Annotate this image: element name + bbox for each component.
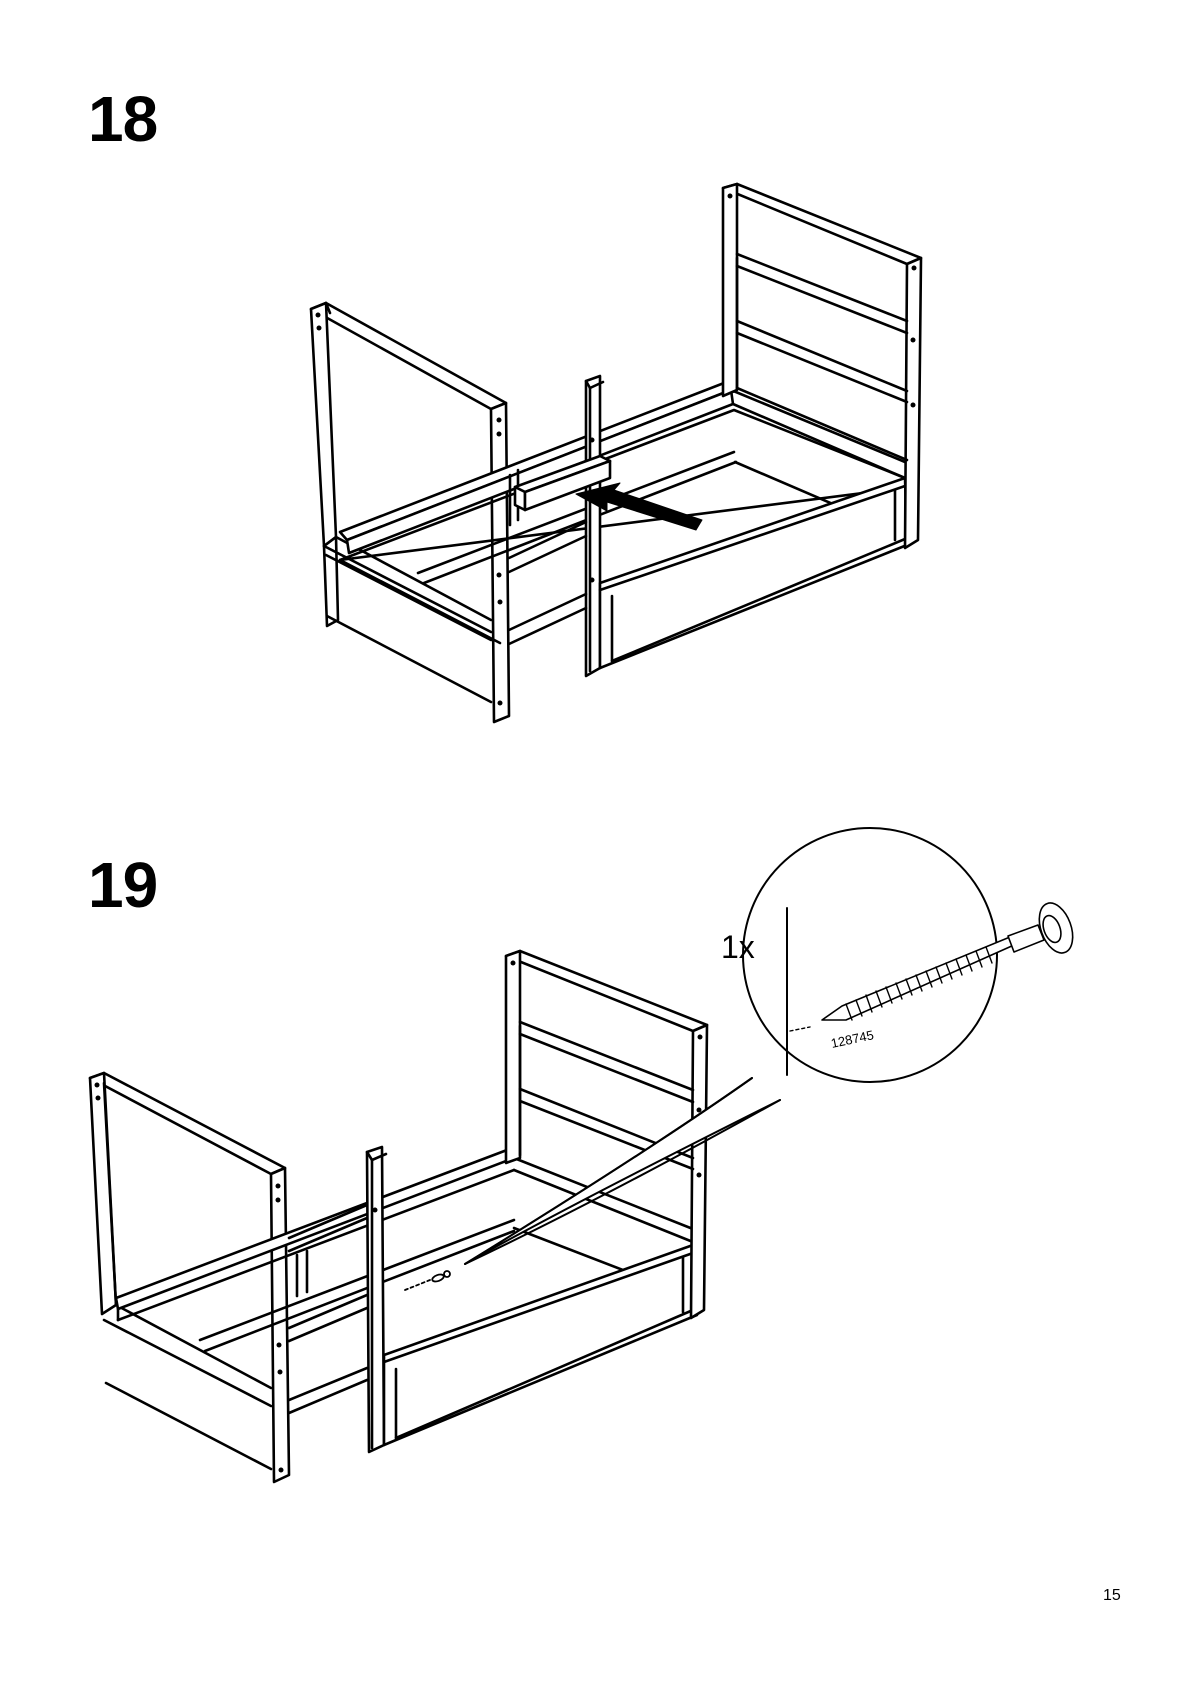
step-19-illustration: 1x 128745 (88, 827, 1074, 1484)
screw-holes-18 (315, 193, 917, 706)
screw-placement-marker (404, 1270, 451, 1291)
right-end-frame (721, 182, 923, 550)
page-number: 15 (1103, 1587, 1121, 1604)
middle-post (584, 374, 605, 678)
screw-icon (821, 902, 1074, 1021)
insert-beam (513, 454, 612, 512)
screw-holes-19 (94, 960, 703, 1473)
quantity-label: 1x (721, 929, 755, 965)
magnifier-callout-icon (464, 827, 998, 1265)
right-side-panel-19 (382, 1243, 699, 1447)
right-side-panel (598, 476, 909, 670)
lower-crossbars-19 (287, 1203, 369, 1415)
step-19-number: 19 (88, 849, 158, 921)
step-18-number: 18 (88, 83, 158, 155)
step-18-illustration (309, 182, 923, 724)
insertion-arrow-icon (575, 482, 703, 531)
